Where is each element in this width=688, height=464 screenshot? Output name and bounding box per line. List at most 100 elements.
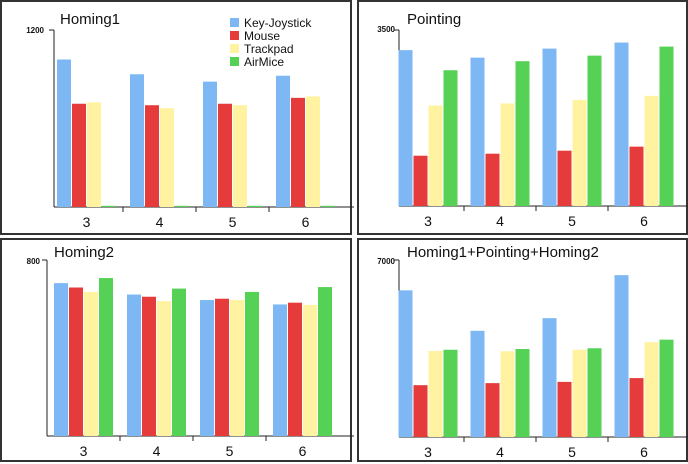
bar-key-joystick-4 <box>127 294 141 436</box>
bar-mouse-6 <box>629 146 644 206</box>
chart-title: Homing1 <box>60 11 121 28</box>
bar-mouse-3 <box>413 155 428 206</box>
bar-trackpad-4 <box>500 351 515 437</box>
plot-area: 3 4 5 6 <box>394 259 688 460</box>
bar-mouse-3 <box>413 385 428 437</box>
bar-mouse-3 <box>72 103 86 207</box>
x-tick-label: 5 <box>568 213 576 229</box>
x-tick-label: 4 <box>496 444 504 460</box>
bar-airmice-3 <box>443 70 458 206</box>
bar-trackpad-3 <box>428 105 443 206</box>
x-tick-label: 5 <box>226 443 234 459</box>
bar-key-joystick-5 <box>203 81 217 207</box>
bar-mouse-6 <box>288 302 302 436</box>
bar-key-joystick-3 <box>57 59 71 207</box>
bar-key-joystick-5 <box>200 300 214 436</box>
bar-airmice-4 <box>175 205 189 207</box>
x-tick-label: 4 <box>153 443 161 459</box>
bar-airmice-6 <box>659 339 674 437</box>
legend-item-key-joystick: Key-Joystick <box>230 16 311 29</box>
chart-title: Homing2 <box>54 244 115 261</box>
bar-trackpad-4 <box>157 301 171 436</box>
chart-panel-homing2: 3 4 5 6 Homing2 800 <box>0 238 354 462</box>
plot-area: 3 4 5 6 <box>49 29 354 230</box>
bar-trackpad-5 <box>572 99 587 206</box>
bar-airmice-6 <box>321 205 335 207</box>
x-tick-label: 6 <box>299 443 307 459</box>
bar-airmice-5 <box>587 348 602 437</box>
bar-mouse-6 <box>291 97 305 207</box>
bar-airmice-6 <box>318 287 332 436</box>
legend-item-airmice: AirMice <box>230 55 311 68</box>
bar-mouse-3 <box>69 287 83 436</box>
bar-mouse-5 <box>557 150 572 206</box>
bar-airmice-3 <box>102 205 116 207</box>
x-tick-label: 3 <box>424 444 432 460</box>
x-tick-label: 6 <box>302 214 310 230</box>
legend-item-trackpad: Trackpad <box>230 42 311 55</box>
bar-key-joystick-5 <box>542 318 557 437</box>
legend-swatch-key-joystick <box>230 18 239 27</box>
bar-mouse-6 <box>629 378 644 437</box>
bar-mouse-5 <box>215 298 229 436</box>
bar-key-joystick-6 <box>276 75 290 207</box>
bar-trackpad-6 <box>303 304 317 436</box>
chart-title: Homing1+Pointing+Homing2 <box>407 244 599 261</box>
legend: Key-Joystick Mouse Trackpad AirMice <box>230 16 311 68</box>
legend-label: Key-Joystick <box>244 15 312 30</box>
x-tick-label: 5 <box>568 444 576 460</box>
bar-key-joystick-6 <box>614 275 629 437</box>
bar-key-joystick-3 <box>54 283 68 436</box>
x-tick-label: 3 <box>424 213 432 229</box>
chart-panel-pointing: 3 4 5 6 Pointing 3500 <box>357 0 688 235</box>
bar-trackpad-3 <box>428 351 443 437</box>
chart-panel-total: 3 4 5 6 Homing1+Pointing+Homing2 7000 <box>357 238 688 462</box>
bar-airmice-3 <box>443 349 458 437</box>
plot-area: 3 4 5 6 <box>394 29 688 229</box>
legend-item-mouse: Mouse <box>230 29 311 42</box>
x-tick-label: 5 <box>229 214 237 230</box>
bar-airmice-5 <box>248 205 262 207</box>
x-tick-label: 6 <box>640 444 648 460</box>
bar-trackpad-6 <box>644 95 659 206</box>
bar-airmice-5 <box>245 291 259 436</box>
bar-trackpad-4 <box>500 103 515 206</box>
bar-key-joystick-5 <box>542 48 557 206</box>
y-axis-max-label: 800 <box>26 257 40 266</box>
legend-label: Trackpad <box>244 41 294 56</box>
bar-key-joystick-4 <box>470 57 485 207</box>
bar-airmice-4 <box>515 349 530 437</box>
bar-airmice-6 <box>659 46 674 206</box>
x-tick-label: 4 <box>496 213 504 229</box>
bar-trackpad-6 <box>306 96 320 207</box>
legend-label: AirMice <box>244 54 285 69</box>
bar-mouse-4 <box>145 105 159 207</box>
bar-trackpad-5 <box>230 300 244 436</box>
bar-trackpad-5 <box>572 349 587 437</box>
bar-key-joystick-3 <box>398 50 413 206</box>
bar-airmice-3 <box>99 278 113 436</box>
x-tick-label: 3 <box>83 214 91 230</box>
bar-mouse-4 <box>142 296 156 436</box>
chart-panel-homing1: 3 4 5 6 Homing1 1200 Key-Joystick Mouse Tra… <box>0 0 354 235</box>
y-axis-max-label: 7000 <box>377 257 395 266</box>
bar-key-joystick-4 <box>130 74 144 207</box>
y-axis-max-label: 3500 <box>377 25 395 34</box>
x-tick-label: 3 <box>80 443 88 459</box>
x-tick-label: 6 <box>640 213 648 229</box>
legend-label: Mouse <box>244 28 281 43</box>
bar-key-joystick-4 <box>470 330 485 437</box>
plot-area: 3 4 5 6 <box>42 259 354 459</box>
bar-airmice-4 <box>515 61 530 207</box>
bar-mouse-5 <box>557 381 572 437</box>
bar-key-joystick-3 <box>398 290 413 437</box>
bar-trackpad-3 <box>84 291 98 436</box>
bar-mouse-4 <box>485 383 500 437</box>
bar-airmice-4 <box>172 288 186 436</box>
legend-swatch-airmice <box>230 57 239 66</box>
bar-airmice-5 <box>587 55 602 206</box>
bar-mouse-4 <box>485 153 500 206</box>
chart-title: Pointing <box>407 11 462 28</box>
bar-trackpad-5 <box>233 105 247 207</box>
